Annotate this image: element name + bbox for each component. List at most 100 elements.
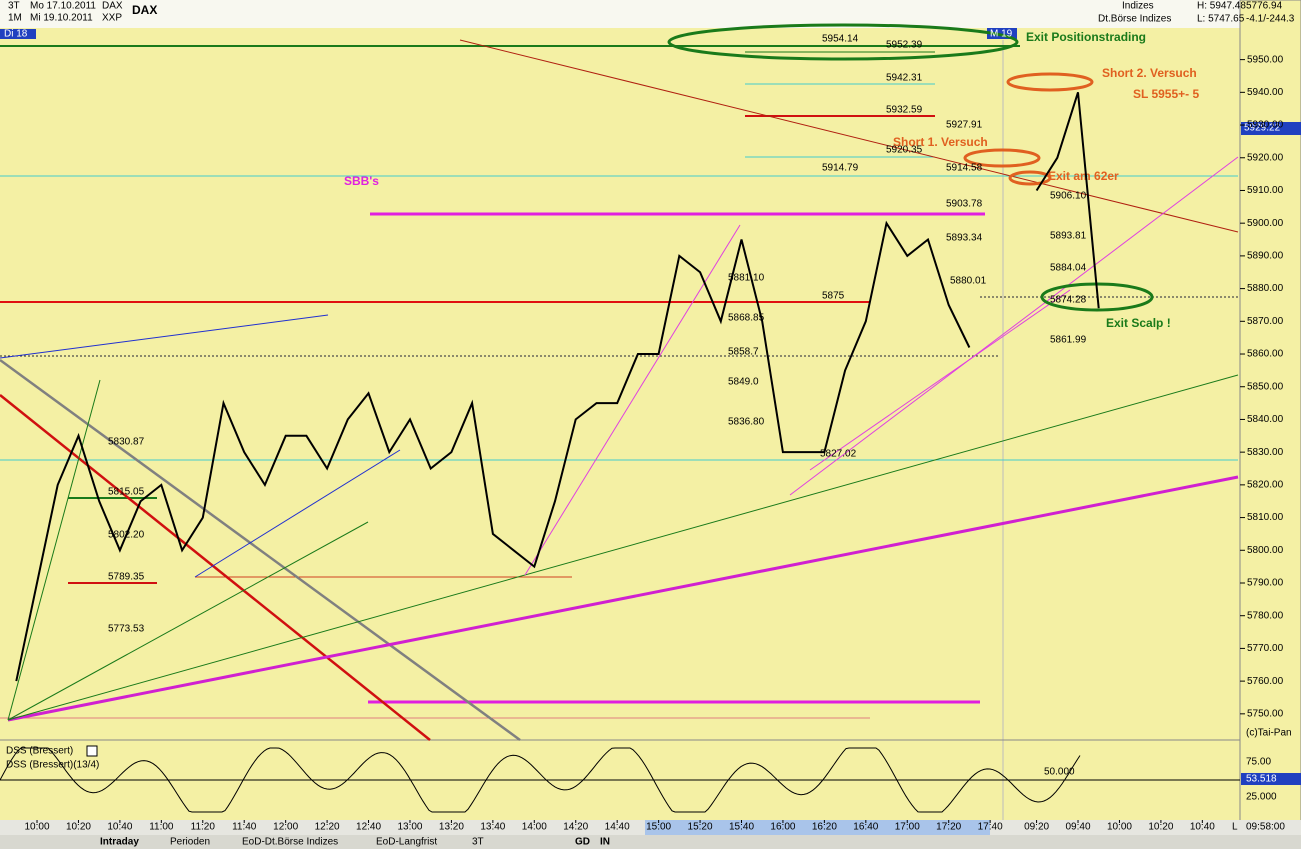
x-tick-label: 10:40 [107, 822, 132, 833]
level-label: 5920.35 [886, 145, 923, 156]
day-tag-bg [0, 29, 36, 39]
annotation: Short 1. Versuch [893, 135, 988, 149]
x-tick-label: 17:00 [895, 822, 920, 833]
y-tick-label: 5860.00 [1247, 349, 1284, 360]
oscillator-line [0, 747, 1081, 813]
x-tick-label: 10:00 [25, 822, 50, 833]
copyright: (c)Tai-Pan [1246, 728, 1292, 739]
x-tick-label: 11:40 [232, 822, 257, 833]
x-tick-label: 10:20 [66, 822, 91, 833]
toolbar-button[interactable]: GD [575, 837, 590, 848]
x-tick-label: 11:20 [191, 822, 216, 833]
level-label: 5789.35 [108, 572, 145, 583]
level-label: 5914.58 [946, 163, 983, 174]
level-label: 5802.20 [108, 530, 145, 541]
y-tick-label: 5940.00 [1247, 87, 1284, 98]
level-label: 5836.80 [728, 417, 765, 428]
y-tick-label: 5930.00 [1247, 120, 1284, 131]
x-tick-label: 13:20 [439, 822, 464, 833]
header-text: Mi 19.10.2011 [30, 13, 93, 24]
oscillator-last: 53.518 [1246, 774, 1277, 785]
level-label: 5927.91 [946, 120, 983, 131]
header-text: DAX [102, 1, 123, 12]
trend-line [0, 314, 329, 359]
period-select[interactable]: 3T [472, 837, 484, 848]
x-tick-label: 17:40 [978, 822, 1003, 833]
short-ellipse [1006, 72, 1094, 92]
header-text: H: 5947.48 [1197, 1, 1246, 12]
oscillator-mid-label: 50.000 [1044, 767, 1075, 778]
trend-line [7, 475, 1239, 722]
day-tag: Di 18 [4, 29, 28, 40]
tab[interactable]: Perioden [170, 837, 210, 848]
x-tick-label: 14:40 [605, 822, 630, 833]
tab[interactable]: EoD-Dt.Börse Indizes [242, 837, 338, 848]
header-text: 5776.94 [1246, 1, 1283, 12]
x-tick-label: 16:00 [770, 822, 795, 833]
scale-button[interactable]: L [1232, 822, 1238, 833]
trend-line [459, 39, 1239, 233]
add-button[interactable] [86, 745, 98, 757]
symbol: DAX [132, 3, 157, 17]
header-text: Mo 17.10.2011 [30, 1, 96, 12]
session-tag-bg [987, 28, 1017, 39]
trend-line [7, 521, 369, 721]
y-tick-label: 5780.00 [1247, 610, 1284, 621]
x-tick-label: 17:20 [936, 822, 961, 833]
x-tick-label: 09:20 [1024, 822, 1049, 833]
trend-line [0, 358, 521, 742]
x-tick-label: 12:00 [273, 822, 298, 833]
level-label: 5881.10 [728, 273, 765, 284]
tab[interactable]: Intraday [100, 837, 139, 848]
level-label: 5875 [822, 291, 845, 302]
tab-bar [0, 835, 1301, 849]
annotation: Exit am 62er [1048, 169, 1119, 183]
level-label: 5893.81 [1050, 231, 1087, 242]
oscillator-tick: 25.000 [1246, 792, 1277, 803]
annotation: Short 2. Versuch [1102, 66, 1197, 80]
x-tick-label: 14:00 [522, 822, 547, 833]
y-tick-label: 5900.00 [1247, 218, 1284, 229]
x-tick-label: 13:40 [480, 822, 505, 833]
exit-ellipse [667, 23, 1019, 61]
x-tick-label: 15:00 [646, 822, 671, 833]
annotation: Exit Scalp ! [1106, 316, 1171, 330]
y-tick-label: 5910.00 [1247, 185, 1284, 196]
trend-line [7, 379, 101, 721]
price-line [1035, 91, 1100, 309]
x-tick-label: 09:40 [1066, 822, 1091, 833]
time-axis-highlight [645, 820, 990, 835]
header-text: 3T [8, 1, 20, 12]
x-tick-label: 12:20 [315, 822, 340, 833]
y-tick-label: 5920.00 [1247, 152, 1284, 163]
x-tick-label: 13:00 [397, 822, 422, 833]
labels: 3T Mo 17.10.2011 DAX 1M Mi 19.10.2011 XX… [4, 1, 1301, 848]
level-label: 5849.0 [728, 377, 759, 388]
tab[interactable]: EoD-Langfrist [376, 837, 437, 848]
trend-line [809, 289, 1071, 471]
trend-line [194, 449, 401, 578]
y-tick-label: 5880.00 [1247, 283, 1284, 294]
level-label: 5880.01 [950, 276, 987, 287]
level-label: 5893.34 [946, 233, 983, 244]
level-label: 5952.39 [886, 40, 923, 51]
toolbar-button[interactable]: IN [600, 837, 610, 848]
y-tick-label: 5750.00 [1247, 708, 1284, 719]
header-text: -4.1/-244.3 [1246, 14, 1295, 25]
level-label: 5954.14 [822, 34, 859, 45]
x-tick-label: 16:20 [812, 822, 837, 833]
level-label: 5906.10 [1050, 191, 1087, 202]
x-tick-label: 10:20 [1148, 822, 1173, 833]
y-tick-label: 5830.00 [1247, 447, 1284, 458]
y-tick-label: 5870.00 [1247, 316, 1284, 327]
trend-line [789, 156, 1239, 496]
header-text: L: 5747.65 [1197, 14, 1245, 25]
header-text: Dt.Börse Indizes [1098, 14, 1171, 25]
level-label: 5932.59 [886, 105, 923, 116]
trend-line [7, 374, 1239, 721]
annotation: Exit Positionstrading [1026, 30, 1146, 44]
oscillator-name: DSS (Bressert) [6, 746, 73, 757]
